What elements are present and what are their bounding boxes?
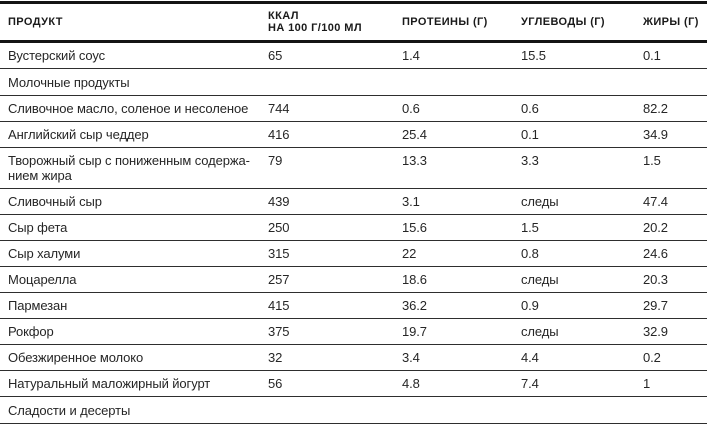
carbs-cell: 3.3 [513, 147, 635, 189]
kcal-cell: 65 [268, 48, 283, 63]
table-row: Моцарелла 257 18.6 следы 20.3 [0, 266, 707, 293]
protein-cell: 19.7 [394, 318, 513, 345]
product-name-cell: Натуральный маложирный йогурт [0, 370, 260, 397]
product-name-cell: Моцарелла [0, 266, 260, 293]
section-title-cell: Молочные продукты [0, 68, 707, 96]
carbs-cell: 0.8 [513, 240, 635, 267]
table-row: Творожный сыр с пониженным содержа- нием… [0, 147, 707, 189]
column-header-kcal: ККАЛ НА 100 Г/100 МЛ [260, 1, 394, 43]
product-name-cell: Пармезан [0, 292, 260, 319]
product-name-cell: Сыр фета [0, 214, 260, 241]
kcal-cell: 439 [260, 188, 394, 215]
protein-cell: 15.6 [394, 214, 513, 241]
carbs-cell: следы [513, 188, 635, 215]
table-row: Сыр фета 250 15.6 1.5 20.2 [0, 214, 707, 241]
kcal-cell: 315 [260, 240, 394, 267]
kcal-cell: 32 [260, 344, 394, 371]
table-row: Обезжиренное молоко 32 3.4 4.4 0.2 [0, 344, 707, 371]
kcal-cell: 257 [260, 266, 394, 293]
fat-cell: 24.6 [635, 240, 707, 267]
fat-cell: 1.5 [635, 147, 707, 189]
table-row: Английский сыр чеддер 416 25.4 0.1 34.9 [0, 121, 707, 148]
carbs-cell: 7.4 [513, 370, 635, 397]
protein-cell: 25.4 [394, 121, 513, 148]
carbs-cell: 1.5 [513, 214, 635, 241]
column-header-proteins: ПРОТЕИНЫ (Г) [394, 1, 513, 43]
product-name-cell: Вустерский соус [8, 48, 106, 63]
fat-cell: 47.4 [635, 188, 707, 215]
kcal-cell: 250 [260, 214, 394, 241]
carbs-cell: следы [513, 318, 635, 345]
table-row: Сливочный сыр 439 3.1 следы 47.4 [0, 188, 707, 215]
fat-cell: 0.2 [635, 344, 707, 371]
product-name-cell: Рокфор [0, 318, 260, 345]
protein-cell: 3.1 [394, 188, 513, 215]
fat-cell: 1 [635, 370, 707, 397]
section-title-cell: Сладости и десерты [0, 396, 707, 424]
product-name-cell: Сливочный сыр [0, 188, 260, 215]
carbs-cell: 15.5 [521, 48, 546, 63]
table-row: Натуральный маложирный йогурт 56 4.8 7.4… [0, 370, 707, 397]
protein-cell: 36.2 [394, 292, 513, 319]
kcal-cell: 79 [260, 147, 394, 189]
product-name-cell: Сливочное масло, соленое и несоленое [0, 95, 260, 122]
table-body: Вустерский соус 65 1.4 15.5 0.1 Молочные… [0, 42, 707, 424]
protein-cell: 3.4 [394, 344, 513, 371]
column-header-carbs: УГЛЕВОДЫ (Г) [513, 1, 635, 43]
carbs-cell: следы [513, 266, 635, 293]
fat-cell: 20.3 [635, 266, 707, 293]
section-header-row: Сладости и десерты [0, 396, 707, 424]
product-name-cell: Творожный сыр с пониженным содержа- нием… [0, 147, 260, 189]
product-name-cell: Сыр халуми [0, 240, 260, 267]
carbs-cell: 0.1 [513, 121, 635, 148]
kcal-cell: 415 [260, 292, 394, 319]
protein-cell: 0.6 [394, 95, 513, 122]
fat-cell: 34.9 [635, 121, 707, 148]
product-name-cell: Обезжиренное молоко [0, 344, 260, 371]
protein-cell: 1.4 [402, 48, 420, 63]
protein-cell: 4.8 [394, 370, 513, 397]
fat-cell: 32.9 [635, 318, 707, 345]
table-header: ПРОДУКТ ККАЛ НА 100 Г/100 МЛ ПРОТЕИНЫ (Г… [0, 1, 707, 43]
column-header-fats: ЖИРЫ (Г) [635, 1, 707, 43]
carbs-cell: 4.4 [513, 344, 635, 371]
kcal-cell: 744 [260, 95, 394, 122]
fat-cell: 20.2 [635, 214, 707, 241]
table-row: Рокфор 375 19.7 следы 32.9 [0, 318, 707, 345]
protein-cell: 22 [394, 240, 513, 267]
protein-cell: 18.6 [394, 266, 513, 293]
protein-cell: 13.3 [394, 147, 513, 189]
table-row: Пармезан 415 36.2 0.9 29.7 [0, 292, 707, 319]
fat-cell: 82.2 [635, 95, 707, 122]
kcal-cell: 416 [260, 121, 394, 148]
table-row: Вустерский соус 65 1.4 15.5 0.1 [0, 42, 707, 69]
product-name-cell: Английский сыр чеддер [0, 121, 260, 148]
kcal-cell: 375 [260, 318, 394, 345]
table-row: Сливочное масло, соленое и несоленое 744… [0, 95, 707, 122]
kcal-cell: 56 [260, 370, 394, 397]
carbs-cell: 0.6 [513, 95, 635, 122]
header-row: ПРОДУКТ ККАЛ НА 100 Г/100 МЛ ПРОТЕИНЫ (Г… [0, 1, 707, 43]
fat-cell: 0.1 [643, 48, 661, 63]
table-row: Сыр халуми 315 22 0.8 24.6 [0, 240, 707, 267]
column-header-product: ПРОДУКТ [0, 1, 260, 43]
carbs-cell: 0.9 [513, 292, 635, 319]
fat-cell: 29.7 [635, 292, 707, 319]
section-header-row: Молочные продукты [0, 68, 707, 96]
